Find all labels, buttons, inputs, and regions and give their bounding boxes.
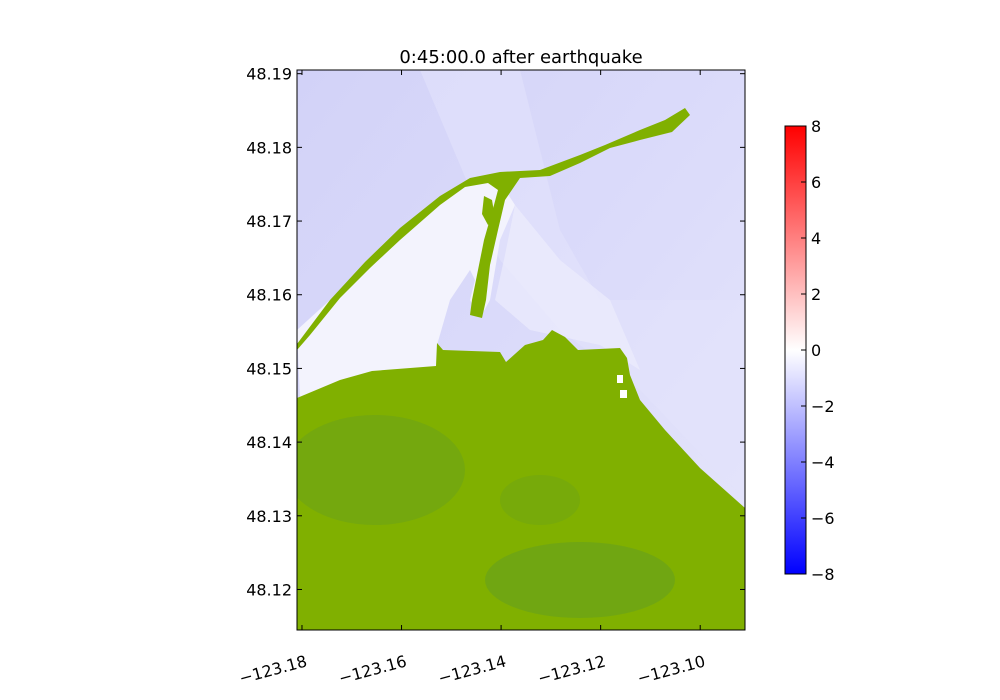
chart-title: 0:45:00.0 after earthquake <box>399 47 642 68</box>
y-tick-label: 48.13 <box>246 507 292 526</box>
colorbar-tick-label: 4 <box>811 229 821 248</box>
y-axis: 48.12 48.13 48.14 48.15 48.16 48.17 48.18 48.19 <box>246 65 745 599</box>
y-tick-label: 48.15 <box>246 359 292 378</box>
colorbar-tick-label: 6 <box>811 173 821 192</box>
colorbar-tick-label: −4 <box>811 453 835 472</box>
lagoon-water <box>297 182 515 398</box>
y-tick-label: 48.16 <box>246 286 292 305</box>
land-shade-west <box>297 415 465 525</box>
x-tick-label: −123.10 <box>635 652 707 688</box>
x-tick-label: −123.18 <box>237 652 309 688</box>
y-tick-label: 48.14 <box>246 433 292 452</box>
x-tick-label: −123.14 <box>436 652 508 688</box>
sand-spit <box>297 108 690 350</box>
pond <box>620 390 627 398</box>
y-tick-label: 48.19 <box>246 65 292 84</box>
colorbar-tick-label: −8 <box>811 565 835 584</box>
pond <box>617 375 623 383</box>
land-shade-south <box>485 542 675 618</box>
colorbar: −8 −6 −4 −2 0 2 4 6 8 <box>784 117 835 584</box>
x-tick-label: −123.12 <box>536 652 608 688</box>
y-tick-label: 48.12 <box>246 580 292 599</box>
colorbar-tick-label: 8 <box>811 117 821 136</box>
colorbar-tick-label: 2 <box>811 285 821 304</box>
lagoon-islet <box>482 196 495 225</box>
y-tick-label: 48.17 <box>246 212 292 231</box>
colorbar-axis: −8 −6 −4 −2 0 2 4 6 8 <box>801 117 835 584</box>
colorbar-tick-label: −2 <box>811 397 835 416</box>
plot-frame <box>296 69 746 631</box>
x-tick-label: −123.16 <box>337 652 409 688</box>
land-shade-mid <box>500 475 580 525</box>
colorbar-tick-label: −6 <box>811 509 835 528</box>
y-tick-label: 48.18 <box>246 138 292 157</box>
colorbar-tick-label: 0 <box>811 341 821 360</box>
near-shore-light-water <box>495 205 640 370</box>
map-plot-area <box>297 70 745 630</box>
